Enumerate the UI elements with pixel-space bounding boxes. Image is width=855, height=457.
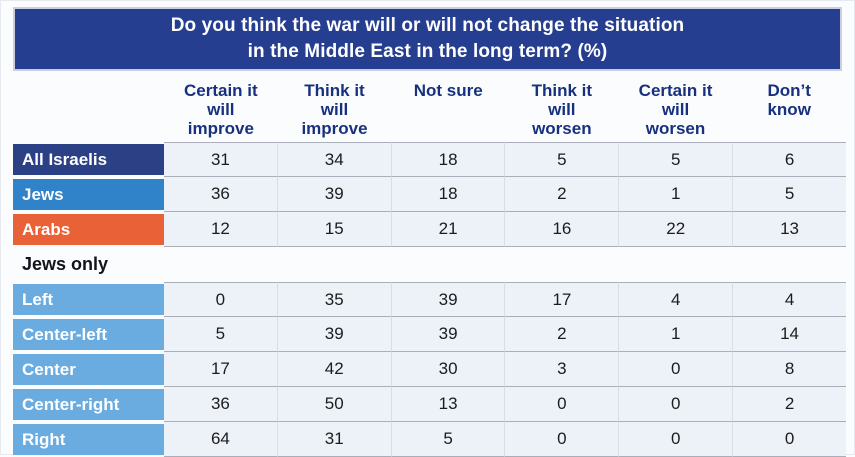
row-label-center: Center [13,354,164,385]
all-respondents-table: All Israelis 31 34 18 5 5 6 Jews 36 39 1… [13,142,846,247]
row-label-jews: Jews [13,179,164,210]
cell-right-4: 0 [618,422,733,457]
column-header-certain-improve: Certain it will improve [183,81,258,138]
cell-jews-5: 5 [732,177,846,212]
table-row-center-left: Center-left 5 39 39 2 1 14 [13,317,846,352]
table-row-jews: Jews 36 39 18 2 1 5 [13,177,846,212]
cell-all-israelis-1: 34 [276,142,391,177]
cell-arabs-2: 21 [390,212,505,247]
cell-all-israelis-4: 5 [618,142,733,177]
row-label-left: Left [13,284,164,315]
section-label-jews-only: Jews only [22,254,109,274]
jews-only-table: Left 0 35 39 17 4 4 Center-left 5 39 39 … [13,282,846,457]
cell-arabs-5: 13 [732,212,846,247]
cell-center-3: 3 [504,352,619,387]
cell-left-3: 17 [504,282,619,317]
cell-right-1: 31 [276,422,391,457]
cell-center-1: 42 [276,352,391,387]
cell-jews-3: 2 [504,177,619,212]
cell-center-left-4: 1 [618,317,733,352]
cell-left-2: 39 [390,282,505,317]
table-row-arabs: Arabs 12 15 21 16 22 13 [13,212,846,247]
cell-jews-2: 18 [390,177,505,212]
row-label-arabs: Arabs [13,214,164,245]
row-label-center-right: Center-right [13,389,164,420]
table-row-right: Right 64 31 5 0 0 0 [13,422,846,457]
cell-all-israelis-2: 18 [390,142,505,177]
cell-left-4: 4 [618,282,733,317]
row-label-all-israelis: All Israelis [13,144,164,175]
cell-center-right-5: 2 [732,387,846,422]
table-row-left: Left 0 35 39 17 4 4 [13,282,846,317]
cell-right-5: 0 [732,422,846,457]
cell-left-1: 35 [276,282,391,317]
question-title-line1: Do you think the war will or will not ch… [170,15,685,36]
cell-center-left-0: 5 [164,317,277,352]
cell-center-0: 17 [164,352,277,387]
table-row-center: Center 17 42 30 3 0 8 [13,352,846,387]
cell-arabs-1: 15 [276,212,391,247]
cell-right-2: 5 [390,422,505,457]
cell-arabs-0: 12 [164,212,277,247]
cell-right-0: 64 [164,422,277,457]
cell-center-5: 8 [732,352,846,387]
cell-jews-0: 36 [164,177,277,212]
cell-center-left-3: 2 [504,317,619,352]
question-title-line2: in the Middle East in the long term? (%) [247,41,608,62]
cell-center-right-3: 0 [504,387,619,422]
table-row-all-israelis: All Israelis 31 34 18 5 5 6 [13,142,846,177]
cell-center-right-2: 13 [390,387,505,422]
cell-all-israelis-0: 31 [164,142,277,177]
cell-all-israelis-3: 5 [504,142,619,177]
cell-center-right-4: 0 [618,387,733,422]
column-header-row: Certain it will improve Think it will im… [164,80,846,142]
cell-all-israelis-5: 6 [732,142,846,177]
cell-center-right-1: 50 [276,387,391,422]
cell-center-4: 0 [618,352,733,387]
cell-arabs-3: 16 [504,212,619,247]
cell-center-2: 30 [390,352,505,387]
cell-left-0: 0 [164,282,277,317]
cell-center-left-5: 14 [732,317,846,352]
table-row-center-right: Center-right 36 50 13 0 0 2 [13,387,846,422]
row-label-right: Right [13,424,164,455]
column-header-not-sure: Not sure [413,81,483,100]
cell-center-left-1: 39 [276,317,391,352]
cell-right-3: 0 [504,422,619,457]
cell-center-left-2: 39 [390,317,505,352]
column-header-certain-worsen: Certain it will worsen [638,81,713,138]
cell-jews-4: 1 [618,177,733,212]
column-header-dont-know: Don’t know [767,81,811,119]
cell-arabs-4: 22 [618,212,733,247]
column-header-think-worsen: Think it will worsen [531,81,593,138]
cell-center-right-0: 36 [164,387,277,422]
cell-left-5: 4 [732,282,846,317]
cell-jews-1: 39 [276,177,391,212]
question-title-banner: Do you think the war will or will not ch… [13,7,842,71]
column-header-think-improve: Think it will improve [301,81,368,138]
row-label-center-left: Center-left [13,319,164,350]
